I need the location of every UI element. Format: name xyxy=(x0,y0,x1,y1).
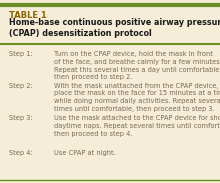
Text: Home-base continuous positive airway pressure
(CPAP) desensitization protocol: Home-base continuous positive airway pre… xyxy=(9,18,220,38)
Text: Step 3:: Step 3: xyxy=(9,115,32,121)
Text: With the mask unattached from the CPAP device,
place the mask on the face for 15: With the mask unattached from the CPAP d… xyxy=(54,83,220,112)
Text: Turn on the CPAP device, hold the mask in front
of the face, and breathe calmly : Turn on the CPAP device, hold the mask i… xyxy=(54,51,220,81)
Text: Use the mask attached to the CPAP device for short
daytime naps. Repeat several : Use the mask attached to the CPAP device… xyxy=(54,115,220,137)
Text: Step 1:: Step 1: xyxy=(9,51,32,57)
Text: Step 4:: Step 4: xyxy=(9,150,33,156)
Text: TABLE 1: TABLE 1 xyxy=(9,11,47,20)
Text: Use CPAP at night.: Use CPAP at night. xyxy=(54,150,116,156)
Text: Step 2:: Step 2: xyxy=(9,83,33,89)
